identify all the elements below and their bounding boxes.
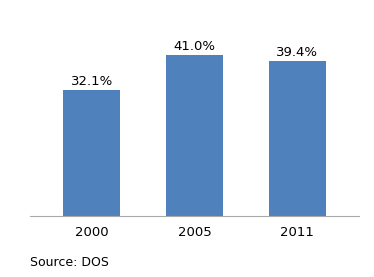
Text: Source: DOS: Source: DOS [30, 256, 109, 269]
Text: 41.0%: 41.0% [174, 40, 215, 53]
Bar [269, 61, 326, 216]
Text: 32.1%: 32.1% [71, 75, 113, 88]
Bar [166, 55, 223, 216]
Text: 39.4%: 39.4% [276, 46, 318, 59]
Bar [63, 90, 120, 216]
